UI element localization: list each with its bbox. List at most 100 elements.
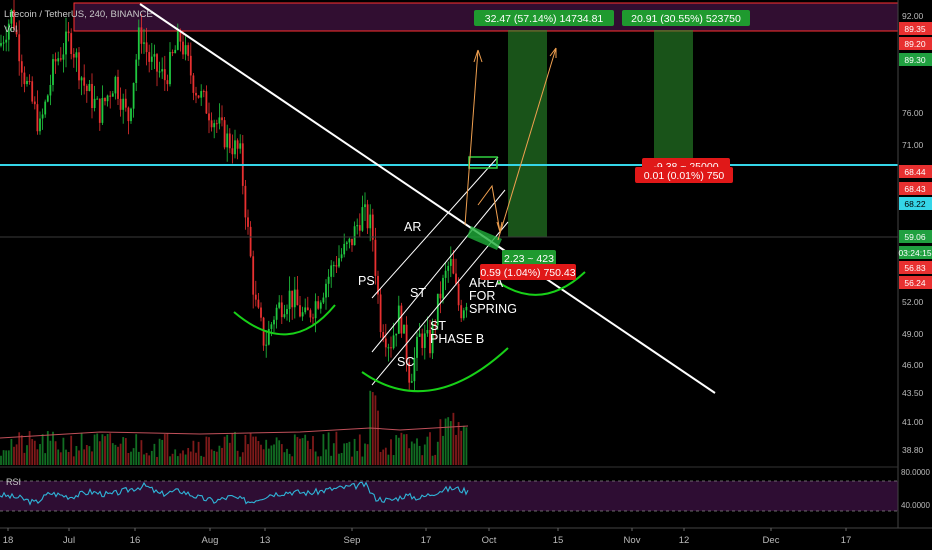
candle-body (447, 265, 450, 271)
volume-bar (421, 455, 424, 465)
candle-body (93, 98, 96, 108)
volume-bar (327, 432, 330, 465)
candle-body (36, 104, 39, 132)
volume-bar (169, 456, 171, 465)
time-label: Jul (63, 535, 75, 546)
volume-bar (236, 450, 239, 465)
candle-body (88, 83, 91, 91)
candle-body (309, 310, 312, 318)
candle-body (392, 335, 395, 349)
volume-bar (257, 441, 260, 465)
volume-bar (158, 438, 161, 465)
volume-bar (270, 445, 273, 465)
candle-body (117, 76, 119, 99)
candle-body (291, 290, 294, 308)
price-tick: 92.00 (902, 11, 924, 21)
volume-bar (265, 439, 268, 465)
candle-body (366, 204, 369, 229)
volume-bar (392, 455, 395, 465)
candle-body (161, 69, 164, 72)
candle-body (374, 239, 377, 276)
candle-body (387, 347, 390, 349)
volume-bar (278, 440, 281, 465)
volume-bar (353, 438, 356, 465)
volume-bar (91, 451, 93, 465)
volume-bar (41, 434, 44, 465)
volume-bar (98, 441, 101, 465)
candle-body (275, 307, 278, 320)
annotation-3: ST (410, 286, 426, 300)
price-tick: 71.00 (902, 140, 924, 150)
annotation-2: PS (358, 274, 375, 288)
candle-body (231, 148, 234, 155)
volume-bar (254, 436, 257, 465)
candle-body (132, 82, 135, 109)
price-marker-box (899, 197, 932, 210)
candle-body (114, 76, 117, 94)
volume-bar (111, 443, 114, 465)
volume-bar (317, 456, 320, 465)
candle-body (283, 314, 286, 318)
candle-body (345, 242, 348, 244)
volume-bar (137, 451, 140, 465)
candle-body (280, 302, 283, 318)
volume-bar (166, 433, 169, 465)
candle-body (143, 42, 145, 44)
candle-body (106, 95, 109, 102)
volume-bar (241, 452, 244, 465)
candle-body (70, 33, 73, 54)
volume-bar (119, 443, 122, 465)
volume-bar (400, 432, 403, 465)
candle-body (395, 333, 398, 336)
candle-body (189, 55, 192, 76)
volume-bar (210, 449, 213, 465)
volume-bar (449, 421, 452, 465)
candle-body (78, 52, 80, 81)
volume-bar (462, 425, 465, 465)
volume-bar (62, 437, 65, 465)
volume-bar (5, 450, 8, 465)
position-label-1-box (474, 10, 614, 26)
candle-body (65, 31, 67, 55)
position-label-6-box (480, 264, 576, 280)
candle-body (127, 107, 130, 122)
candle-body (20, 61, 23, 73)
candle-body (221, 117, 223, 121)
volume-bar (267, 448, 270, 465)
volume-bar (397, 437, 400, 465)
candle-body (314, 301, 317, 319)
volume-bar (57, 449, 60, 465)
candle-body (267, 328, 270, 345)
price-marker-box (899, 230, 932, 243)
candle-body (319, 302, 322, 309)
position-label-5-box (502, 250, 556, 266)
volume-bar (226, 434, 229, 465)
candle-body (442, 277, 444, 299)
volume-bar (7, 450, 10, 465)
candle-body (234, 140, 236, 155)
volume-bar (273, 444, 275, 465)
annotation-6: SPRING (469, 302, 517, 316)
candle-body (182, 41, 184, 55)
volume-bar (2, 450, 5, 465)
candle-body (257, 299, 260, 308)
candle-body (252, 256, 255, 295)
candle-body (85, 85, 88, 91)
price-tick: 41.00 (902, 417, 924, 427)
volume-bar (54, 441, 57, 465)
candle-body (98, 98, 101, 123)
candle-body (145, 42, 148, 53)
candle-body (119, 98, 122, 110)
volume-bar (223, 436, 226, 465)
candle-body (109, 95, 112, 97)
entry-box (468, 156, 498, 169)
volume-bar (408, 448, 411, 465)
volume-bar (332, 443, 335, 465)
rsi-band (0, 481, 898, 511)
volume-bar (325, 449, 327, 465)
volume-bar (247, 444, 249, 465)
candle-body (278, 302, 281, 308)
volume-bar (366, 444, 369, 465)
candle-body (210, 120, 213, 128)
